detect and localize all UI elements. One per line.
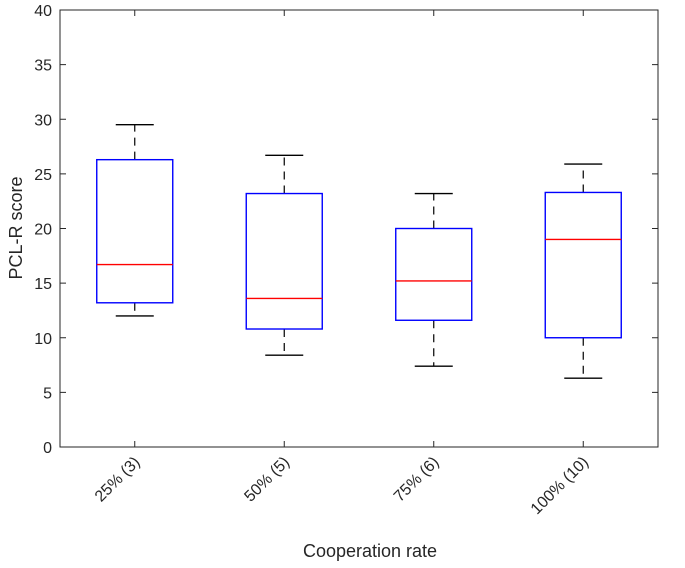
x-tick-label: 75% (6) [391,454,443,506]
iqr-box [96,158,174,304]
iqr-box [245,192,323,330]
boxes-layer [96,124,622,379]
y-tick-label: 40 [34,3,52,20]
y-tick-label: 25 [34,167,52,184]
box-group [96,124,174,317]
iqr-box [544,191,622,339]
y-tick-label: 20 [34,222,52,239]
y-tick-label: 35 [34,58,52,75]
x-tick-label: 100% (10) [528,454,592,518]
y-tick-label: 15 [34,276,52,293]
y-tick-label: 30 [34,112,52,129]
iqr-box [395,227,473,321]
y-axis-title: PCL-R score [6,176,26,279]
x-tick-label: 25% (3) [92,454,144,506]
box-group [245,154,323,356]
y-tick-label: 5 [43,385,52,402]
plot-area-frame [59,9,659,448]
y-tick-label: 10 [34,331,52,348]
x-axis-title: Cooperation rate [303,541,437,561]
box-group [395,192,473,367]
y-tick-label: 0 [43,440,52,457]
box-group [544,163,622,379]
x-tick-label: 50% (5) [241,454,293,506]
y-axis: 0 5 10 15 20 25 30 35 40 [34,3,658,457]
